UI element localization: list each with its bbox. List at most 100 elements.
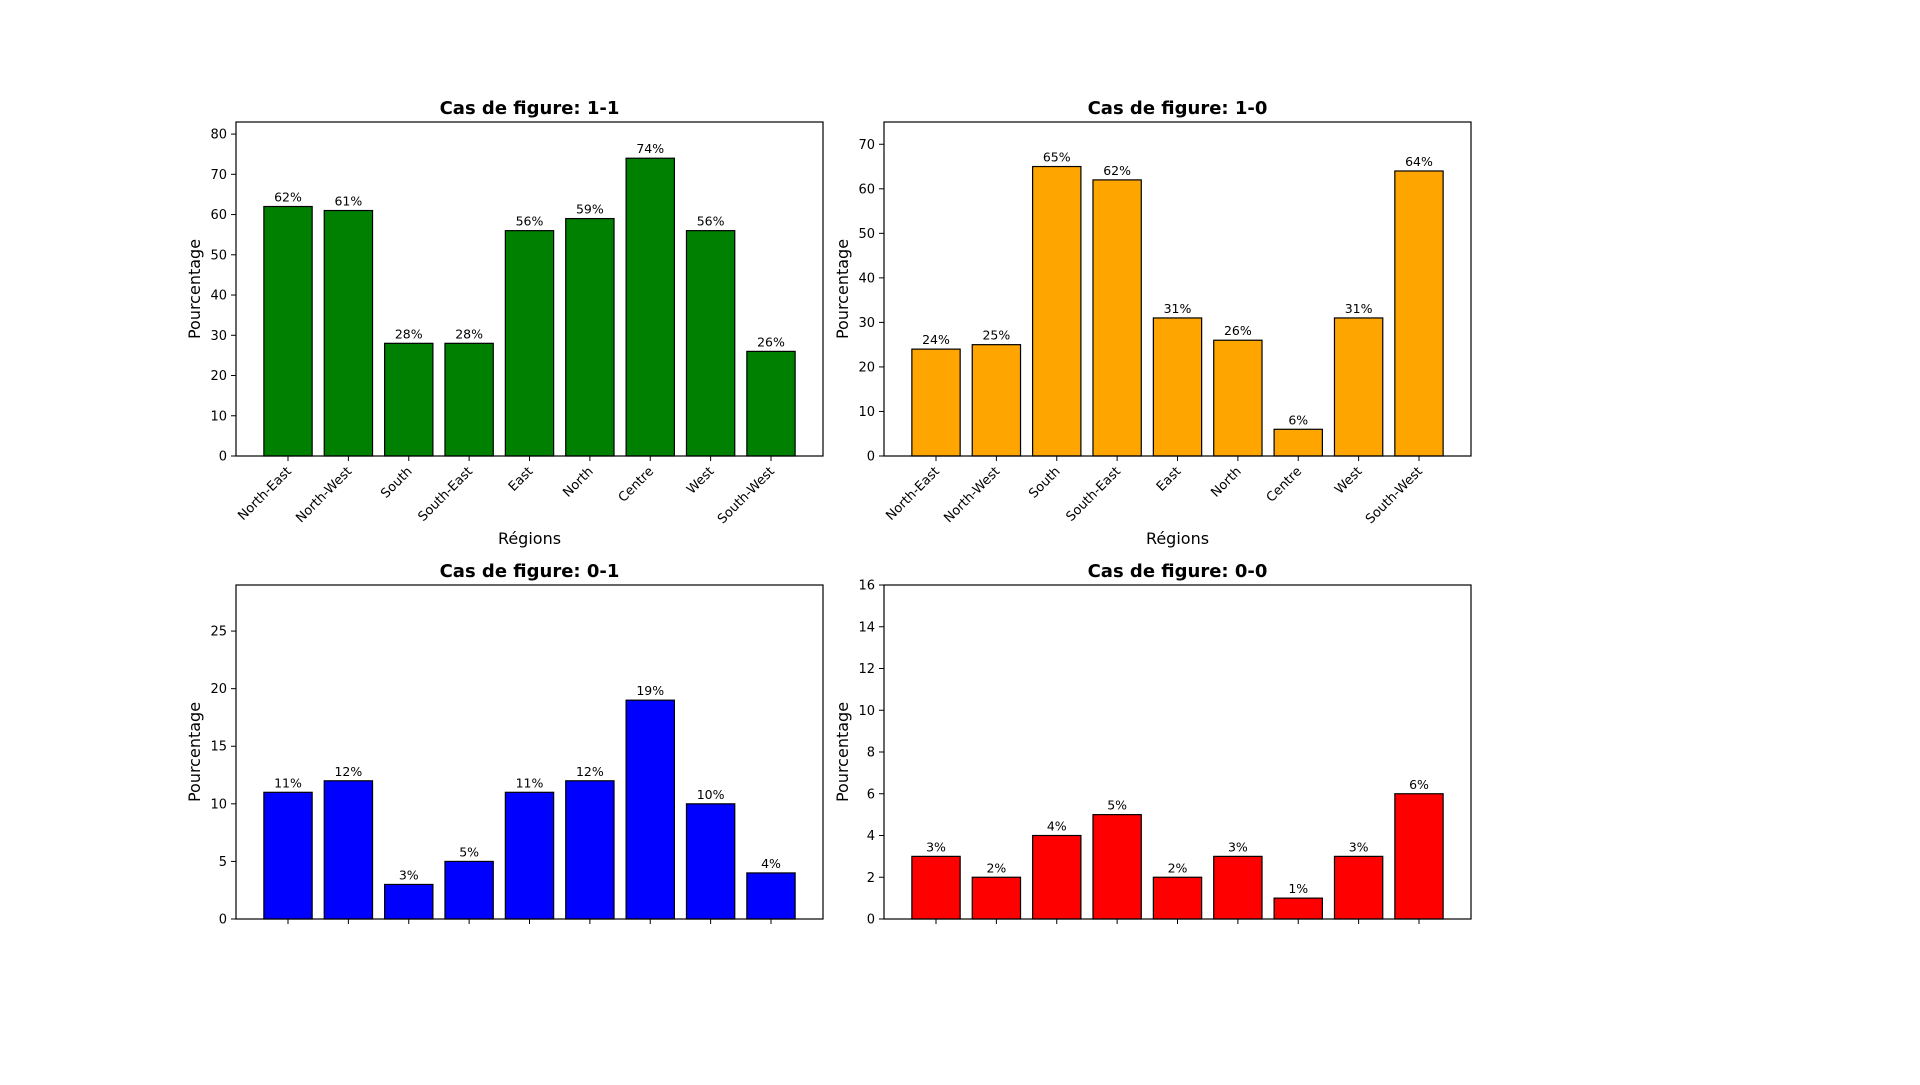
plot-frame (883, 584, 1472, 920)
bar-5 (504, 230, 555, 457)
y-tick-label: 5 (219, 855, 227, 870)
chart-panel-2: Cas de figure: 1-0 Pourcentage Régions 0 10 2… (833, 98, 1472, 548)
bar-value-label: 25% (982, 328, 1010, 343)
bar-1 (911, 855, 961, 920)
bar-7 (625, 699, 675, 920)
bar-value-label: 74% (636, 141, 664, 156)
x-tick-label: entre (1270, 927, 1305, 962)
y-tick-label: 6 (867, 787, 875, 802)
x-tick-label: East (264, 927, 294, 957)
y-tick-label: 60 (210, 208, 227, 223)
bar-6 (1213, 855, 1263, 920)
bar-value-label: 5% (1107, 798, 1127, 813)
plot-frame (235, 584, 824, 920)
plot-frame (883, 121, 1472, 457)
bar-2 (323, 209, 374, 457)
x-tick-label: Centre (1264, 464, 1305, 505)
bar-value-label: 28% (395, 326, 423, 341)
bar-value-label: 3% (399, 867, 419, 882)
y-tick-label: 0 (867, 450, 875, 465)
bar-1 (263, 791, 313, 920)
x-tick-label: South-West (715, 464, 778, 527)
x-tick-label: South-East (1063, 464, 1123, 524)
x-tick-label: North-West (293, 464, 355, 526)
bar-value-label: 1% (1288, 881, 1308, 896)
bar-value-label: 59% (576, 202, 604, 217)
bar-value-label: 12% (334, 764, 362, 779)
bar-8 (685, 230, 736, 457)
plot-frame (235, 121, 824, 457)
y-tick-label: 10 (210, 409, 227, 424)
bar-5 (1152, 317, 1203, 457)
bar-1 (911, 348, 961, 457)
y-tick-label: 16 (858, 579, 875, 594)
x-tick-label: South (378, 464, 415, 501)
bar-value-label: 28% (455, 326, 483, 341)
x-tick-label: North (560, 464, 596, 500)
bar-value-label: 6% (1409, 777, 1429, 792)
chart-title: Cas de figure: 0-0 (1088, 561, 1268, 582)
x-tick-label: outh (384, 927, 415, 958)
x-tick-label: entre (622, 927, 657, 962)
bar-value-label: 61% (334, 194, 362, 209)
bar-4 (444, 860, 494, 920)
bar-8 (1333, 317, 1384, 457)
bar-9 (1394, 793, 1444, 920)
y-axis-label: Pourcentage (833, 702, 852, 802)
bar-6 (1213, 339, 1263, 457)
y-axis-label: Pourcentage (833, 239, 852, 339)
x-tick-label: North-East (235, 464, 294, 523)
y-axis-label: Pourcentage (185, 239, 204, 339)
y-tick-label: 0 (219, 450, 227, 465)
x-tick-label: West (322, 927, 355, 960)
bar-9 (746, 872, 796, 920)
bar-value-label: 2% (1168, 860, 1188, 875)
bar-4 (1092, 179, 1142, 457)
y-tick-label: 0 (867, 913, 875, 928)
bar-value-label: 31% (1164, 301, 1192, 316)
x-tick-label: orth (567, 927, 596, 956)
y-tick-label: 25 (210, 625, 227, 640)
y-tick-label: 30 (210, 329, 227, 344)
bar-8 (685, 803, 736, 920)
x-axis-label: Régions (498, 529, 561, 548)
bar-value-label: 4% (761, 856, 781, 871)
chart-panel-4: Cas de figure: 0-0 Pourcentage 0 2 4 6 8 10 12 14… (833, 561, 1472, 962)
bar-2 (971, 876, 1022, 920)
x-tick-label: East (1154, 927, 1184, 957)
bar-3 (384, 883, 434, 920)
y-tick-label: 20 (858, 360, 875, 375)
bar-value-label: 11% (274, 775, 302, 790)
bar-value-label: 6% (1288, 412, 1308, 427)
y-tick-label: 20 (210, 369, 227, 384)
x-tick-label: East (1094, 927, 1124, 957)
x-tick-label: West (970, 927, 1003, 960)
bar-value-label: 62% (274, 190, 302, 205)
y-tick-label: 50 (858, 227, 875, 242)
y-tick-label: 20 (210, 682, 227, 697)
bar-value-label: 3% (926, 839, 946, 854)
bar-value-label: 31% (1345, 301, 1373, 316)
bar-9 (746, 350, 796, 457)
bar-6 (565, 217, 615, 457)
bar-value-label: 56% (516, 214, 544, 229)
y-tick-label: 70 (858, 138, 875, 153)
y-tick-label: 8 (867, 746, 875, 761)
bar-6 (565, 780, 615, 920)
bar-7 (625, 157, 675, 457)
y-tick-label: 10 (210, 797, 227, 812)
chart-title: Cas de figure: 0-1 (440, 561, 620, 582)
bar-5 (504, 791, 555, 920)
x-tick-label: West (1332, 927, 1365, 960)
bar-value-label: 64% (1405, 154, 1433, 169)
bar-2 (971, 344, 1022, 457)
bar-value-label: 62% (1103, 163, 1131, 178)
bar-value-label: 19% (636, 683, 664, 698)
y-tick-label: 40 (210, 289, 227, 304)
bar-value-label: 26% (1224, 323, 1252, 338)
x-tick-label: South-East (415, 464, 475, 524)
x-tick-label: Centre (616, 464, 657, 505)
y-tick-label: 40 (858, 271, 875, 286)
y-tick-label: 80 (210, 128, 227, 143)
